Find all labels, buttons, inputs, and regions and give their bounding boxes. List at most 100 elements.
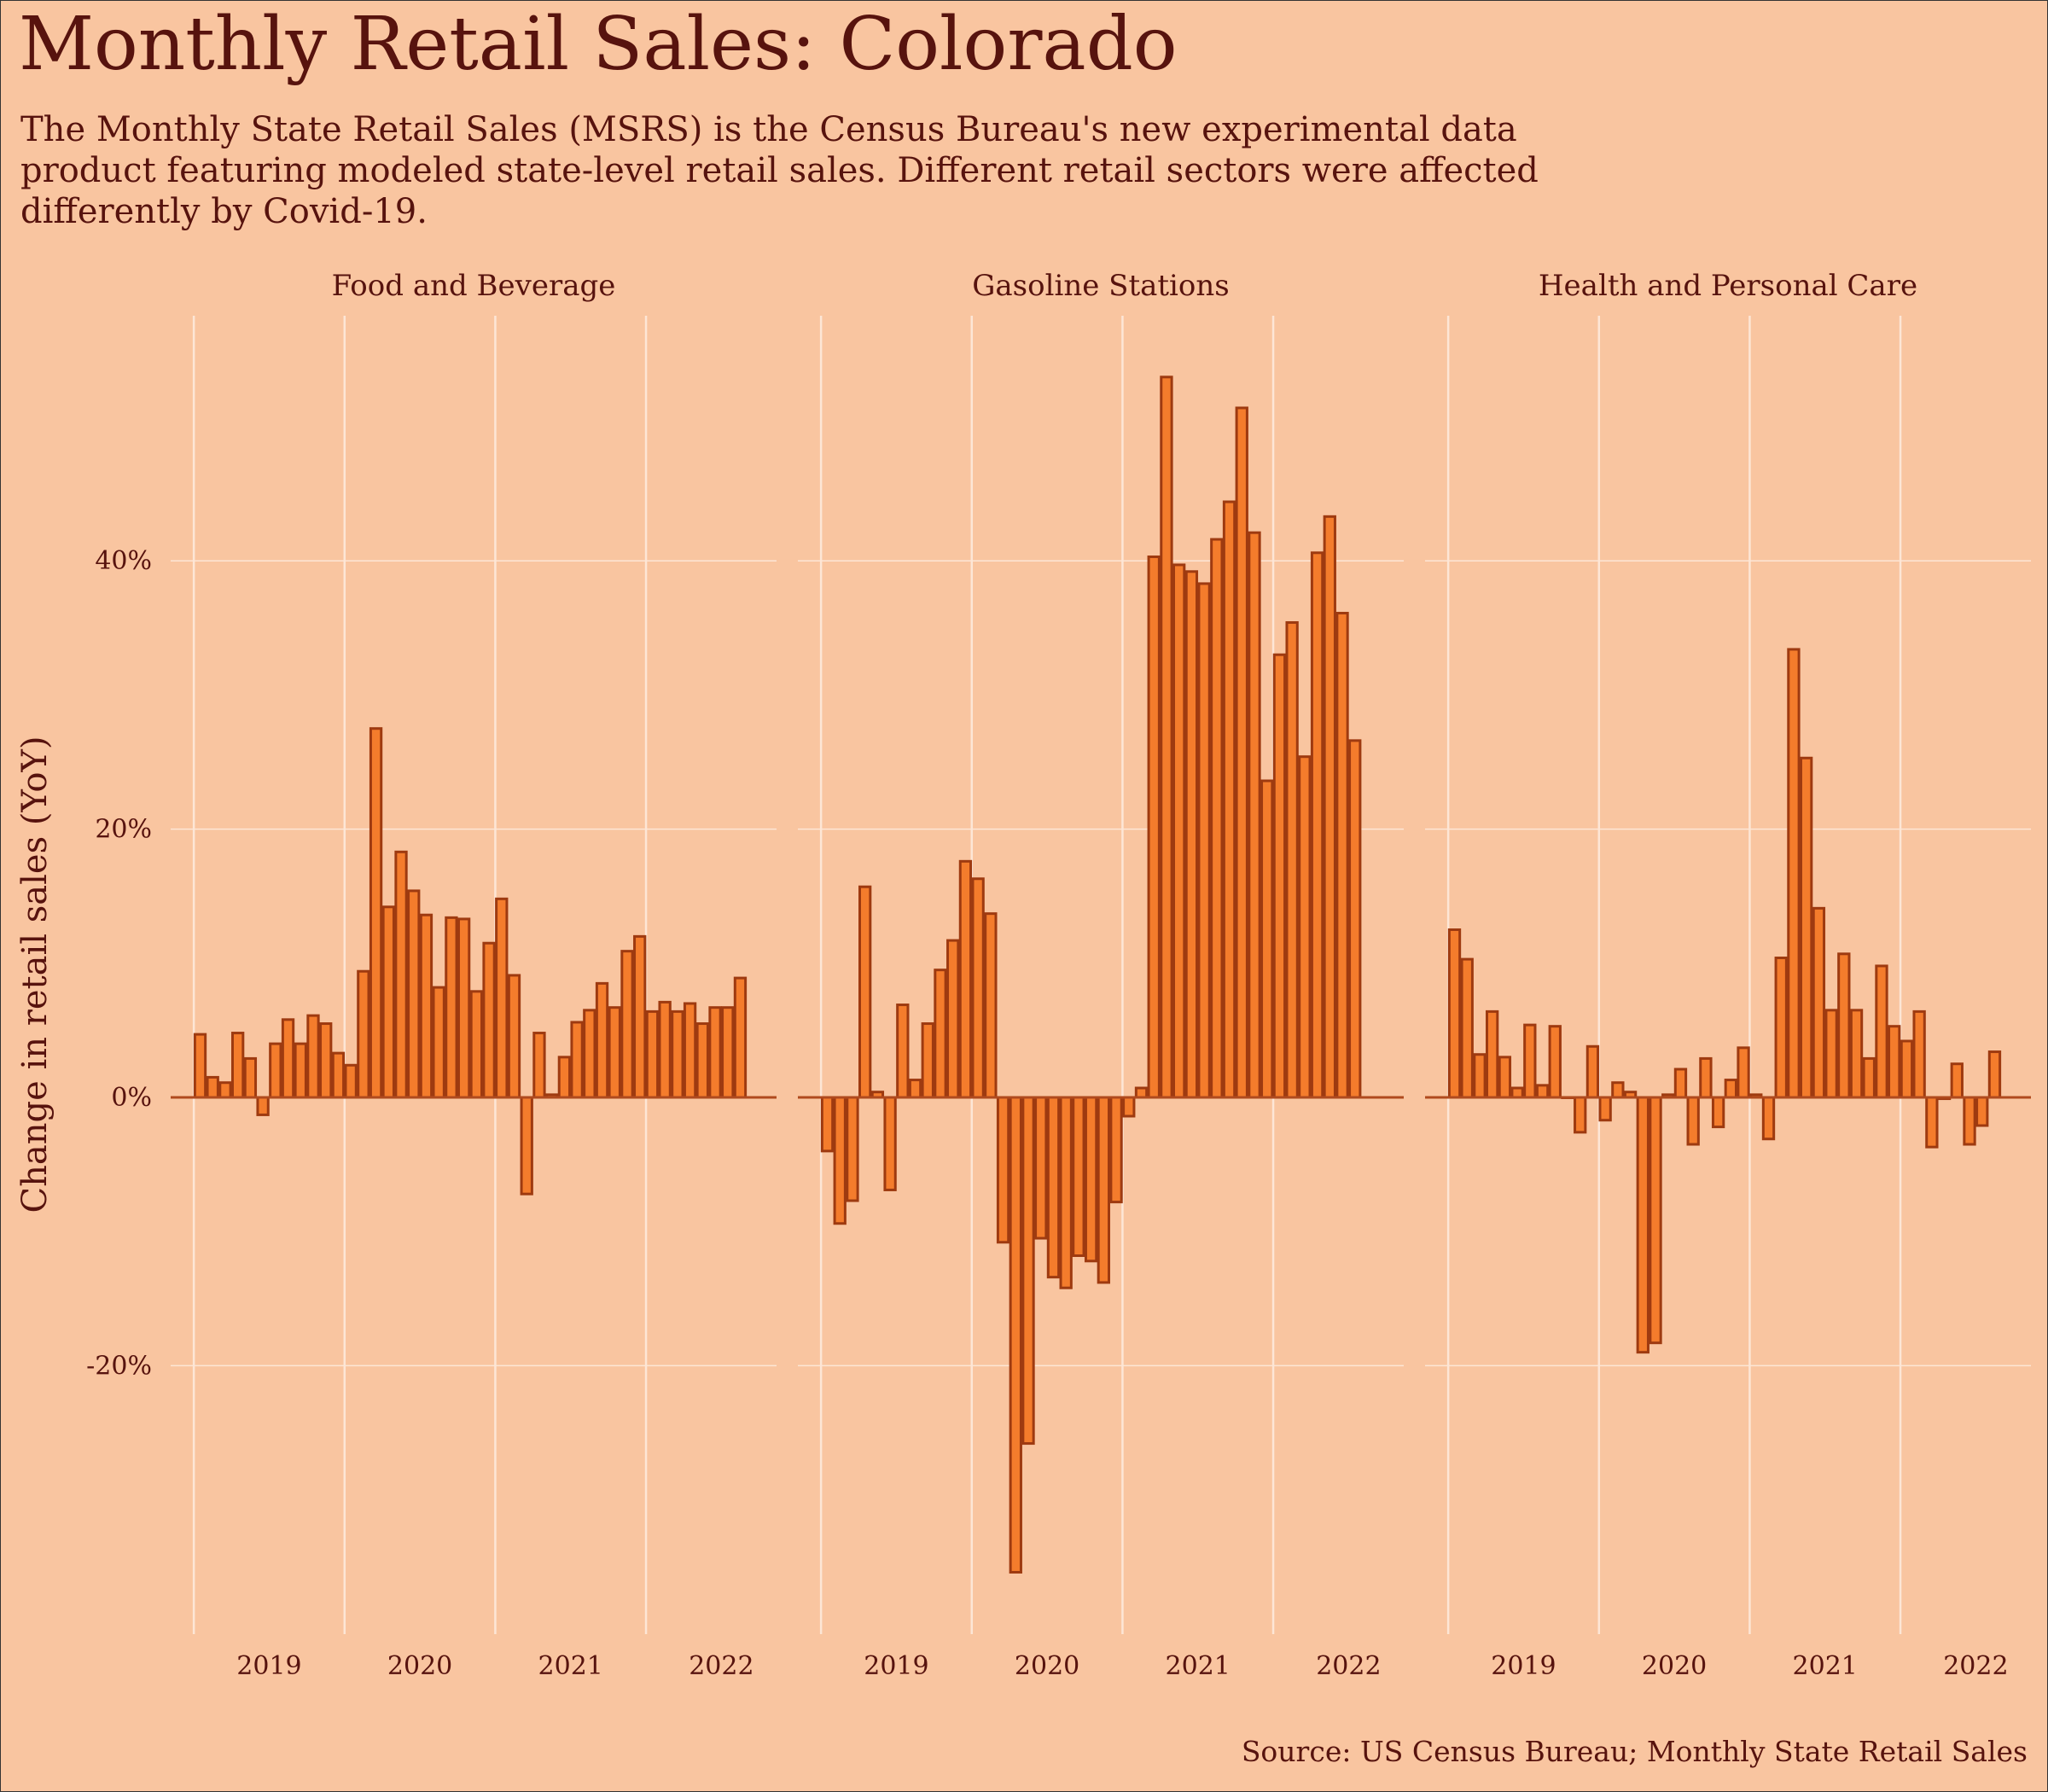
bar: [1774, 957, 1788, 1099]
bar: [984, 912, 998, 1099]
bar: [319, 1022, 333, 1099]
bar: [683, 1002, 697, 1099]
bar: [583, 1009, 596, 1099]
bar: [1134, 1086, 1149, 1099]
y-tick-label: 20%: [95, 815, 152, 845]
bar: [1975, 1096, 1989, 1127]
bar: [883, 1096, 897, 1191]
panel-title: Health and Personal Care: [1539, 269, 1917, 303]
bar: [1875, 964, 1888, 1099]
bar: [1636, 1096, 1649, 1354]
bar: [1787, 648, 1801, 1099]
bar: [1197, 582, 1211, 1099]
bar: [1812, 906, 1826, 1099]
bar: [495, 897, 509, 1099]
bar: [1109, 1096, 1123, 1204]
y-tick-label: 40%: [95, 546, 152, 576]
bar: [1535, 1084, 1550, 1099]
bar: [1925, 1096, 1939, 1149]
bar: [294, 1042, 307, 1099]
bar: [269, 1042, 282, 1099]
bar: [1699, 1056, 1713, 1099]
bar: [281, 1018, 295, 1099]
bar: [1235, 406, 1248, 1099]
bar: [1724, 1079, 1738, 1099]
x-tick-label: 2020: [387, 1651, 452, 1681]
bar: [595, 981, 609, 1099]
bar: [1084, 1096, 1098, 1263]
bar: [846, 1096, 859, 1202]
bar: [1210, 538, 1224, 1099]
bar: [1711, 1096, 1725, 1129]
x-tick-label: 2019: [1491, 1651, 1556, 1681]
bar: [908, 1079, 922, 1099]
bar: [971, 877, 985, 1099]
bar: [733, 976, 748, 1099]
x-tick-label: 2020: [1642, 1651, 1707, 1681]
bar: [1122, 1096, 1136, 1118]
bar: [1888, 1025, 1901, 1099]
bar: [695, 1022, 709, 1099]
bar: [407, 889, 421, 1099]
bar: [457, 917, 471, 1099]
panel-title: Food and Beverage: [332, 269, 616, 303]
bar: [419, 913, 433, 1099]
bar: [520, 1096, 533, 1196]
bar: [608, 1006, 621, 1099]
bar: [1072, 1096, 1085, 1257]
bar: [1585, 1044, 1600, 1099]
bar: [1673, 1068, 1688, 1099]
bar: [1147, 555, 1161, 1099]
bar: [1963, 1096, 1976, 1146]
bar: [445, 916, 458, 1099]
bar: [633, 934, 647, 1099]
bar: [306, 1014, 320, 1099]
y-tick-label: -20%: [86, 1351, 152, 1381]
bar: [721, 1006, 735, 1099]
bar: [1611, 1081, 1625, 1099]
bar: [1486, 1009, 1499, 1099]
source-caption: Source: US Census Bureau; Monthly State …: [1241, 1735, 2028, 1768]
bar: [896, 1004, 910, 1099]
bar: [1950, 1062, 1964, 1099]
x-tick-label: 2021: [538, 1651, 603, 1681]
bar: [996, 1096, 1010, 1244]
bar: [1761, 1096, 1776, 1141]
chart-subtitle: The Monthly State Retail Sales (MSRS) is…: [20, 110, 1539, 231]
y-tick-label: 0%: [111, 1083, 152, 1113]
bar: [570, 1021, 584, 1099]
bar: [1837, 952, 1851, 1099]
bar: [1510, 1086, 1524, 1099]
bar: [1447, 928, 1462, 1099]
bar: [1160, 375, 1173, 1099]
bar: [369, 727, 383, 1099]
bar: [1272, 653, 1287, 1099]
x-tick-label: 2019: [236, 1651, 301, 1681]
bar: [671, 1009, 684, 1099]
bar: [1900, 1039, 1914, 1099]
chart-title: Monthly Retail Sales: Colorado: [19, 2, 1178, 87]
bar: [357, 969, 370, 1099]
bar: [507, 974, 521, 1099]
bar: [1323, 515, 1336, 1099]
bar: [482, 941, 496, 1099]
bar: [1649, 1096, 1662, 1345]
bar: [1912, 1009, 1926, 1099]
bar: [1046, 1096, 1061, 1279]
bar: [946, 939, 960, 1099]
bar: [1348, 739, 1362, 1099]
bar: [921, 1022, 934, 1099]
bar: [934, 969, 947, 1099]
bar: [1059, 1096, 1073, 1289]
bar: [1310, 551, 1324, 1099]
bar: [1184, 570, 1199, 1099]
bar: [218, 1081, 232, 1099]
bar: [1686, 1096, 1700, 1146]
bar: [331, 1051, 346, 1099]
x-tick-label: 2021: [1166, 1651, 1231, 1681]
bar: [645, 1009, 660, 1099]
bar: [1824, 1009, 1838, 1099]
bar: [1598, 1096, 1612, 1122]
bar: [1548, 1025, 1562, 1099]
